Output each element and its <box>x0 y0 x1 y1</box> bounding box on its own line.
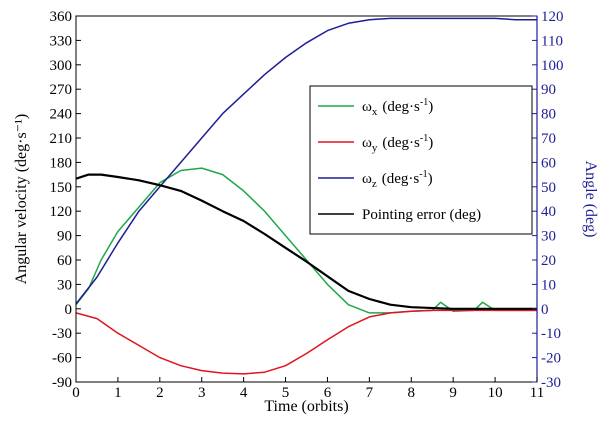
x-tick-label: 8 <box>408 385 416 401</box>
left-tick-label: 300 <box>50 58 73 74</box>
x-tick-label: 3 <box>198 385 206 401</box>
right-tick-label: 40 <box>541 204 556 220</box>
right-tick-label: -10 <box>541 326 561 342</box>
legend-label-1: ωy (deg·s-1) <box>362 133 433 154</box>
left-tick-label: 330 <box>50 33 73 49</box>
left-tick-label: 180 <box>50 155 73 171</box>
right-tick-label: 60 <box>541 155 556 171</box>
x-tick-label: 5 <box>282 385 290 401</box>
x-axis-label: Time (orbits) <box>264 398 348 415</box>
right-tick-label: 70 <box>541 131 556 147</box>
right-tick-label: 80 <box>541 107 556 123</box>
right-tick-label: 30 <box>541 229 556 245</box>
right-tick-label: -30 <box>541 375 561 391</box>
right-tick-label: 90 <box>541 82 556 98</box>
right-tick-label: 20 <box>541 253 556 269</box>
right-tick-label: 100 <box>541 58 564 74</box>
right-tick-label: 0 <box>541 302 549 318</box>
series-line-1 <box>75 309 537 375</box>
x-axis-ticks: 0 1 2 3 4 5 6 7 8 9 10 11 <box>72 377 544 401</box>
right-axis-ticks: -30 -20 -10 0 10 20 30 40 50 60 70 80 90 100 110 120 <box>532 9 564 391</box>
left-tick-label: -90 <box>52 375 72 391</box>
left-tick-label: 210 <box>50 131 73 147</box>
left-tick-label: 30 <box>57 277 72 293</box>
series-line-2 <box>75 17 537 305</box>
x-tick-label: 6 <box>324 385 332 401</box>
left-tick-label: 120 <box>50 204 73 220</box>
x-tick-label: 4 <box>240 385 248 401</box>
left-tick-label: 90 <box>57 229 72 245</box>
right-tick-label: 50 <box>541 180 556 196</box>
x-tick-label: 2 <box>156 385 164 401</box>
right-tick-label: 10 <box>541 277 556 293</box>
plot-lines <box>75 17 537 375</box>
right-tick-label: 110 <box>541 33 563 49</box>
left-y-axis-label: Angular velocity (deg·s⁻¹) <box>13 114 30 285</box>
x-tick-label: 7 <box>366 385 374 401</box>
x-tick-label: 1 <box>114 385 122 401</box>
left-tick-label: 150 <box>50 180 73 196</box>
legend-label-3: Pointing error (deg) <box>362 207 481 223</box>
left-tick-label: 0 <box>65 302 73 318</box>
legend-label-0: ωx (deg·s-1) <box>362 97 433 118</box>
legend-label-2: ωz (deg·s-1) <box>362 169 433 190</box>
x-tick-label: 10 <box>488 385 503 401</box>
left-tick-label: 60 <box>57 253 72 269</box>
left-axis-ticks: -90 -60 -30 0 30 60 90 120 150 180 210 240 270 300 330… <box>50 9 81 391</box>
x-tick-label: 9 <box>449 385 457 401</box>
right-y-axis-label: Angle (deg) <box>582 161 599 238</box>
left-tick-label: 270 <box>50 82 73 98</box>
left-tick-label: -30 <box>52 326 72 342</box>
right-tick-label: 120 <box>541 9 564 25</box>
right-tick-label: -20 <box>541 351 561 367</box>
series-line-3 <box>75 173 537 310</box>
legend-box <box>309 85 533 235</box>
x-tick-label: 11 <box>530 385 544 401</box>
left-tick-label: 360 <box>50 9 73 25</box>
left-tick-label: 240 <box>50 107 73 123</box>
x-tick-label: 0 <box>72 385 80 401</box>
legend: ωx (deg·s-1) ωy (deg·s-1) ωz (deg·s-1) Pointin… <box>309 85 533 235</box>
left-tick-label: -60 <box>52 351 72 367</box>
